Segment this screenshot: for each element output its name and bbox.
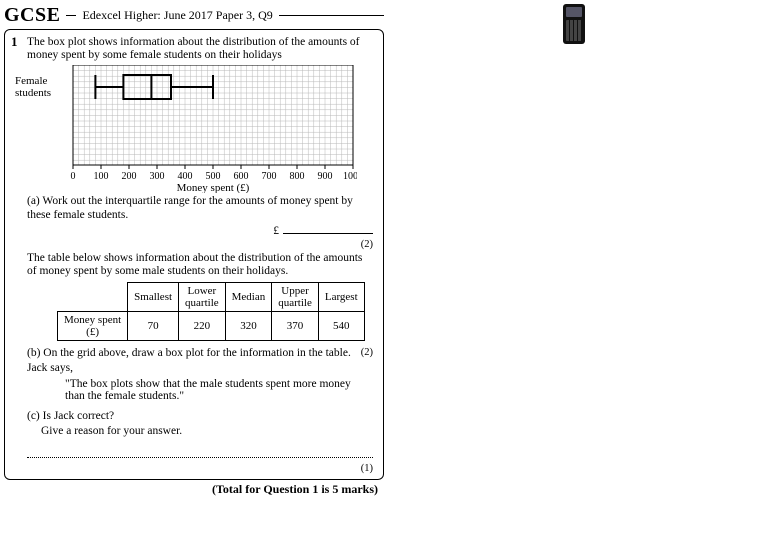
question-number: 1 [11, 34, 18, 50]
part-a-marks: (2) [361, 239, 373, 250]
svg-text:200: 200 [122, 171, 137, 182]
table-row-label: Money spent(£) [58, 312, 128, 341]
part-c-text: (c) Is Jack correct? [27, 410, 373, 423]
svg-text:0: 0 [71, 171, 76, 182]
svg-text:600: 600 [234, 171, 249, 182]
part-b-marks: (2) [361, 347, 373, 359]
gcse-badge: GCSE [4, 4, 60, 27]
table-cell: 70 [128, 312, 179, 341]
table-cell: 320 [225, 312, 272, 341]
header: GCSE Edexcel Higher: June 2017 Paper 3, … [4, 4, 384, 27]
data-table: SmallestLowerquartileMedianUpperquartile… [57, 282, 365, 341]
calculator-icon [563, 4, 585, 44]
svg-text:100: 100 [94, 171, 109, 182]
part-b-text: (b) On the grid above, draw a box plot f… [27, 347, 351, 359]
total-marks: (Total for Question 1 is 5 marks) [4, 482, 378, 497]
table-header: Upperquartile [272, 283, 319, 312]
exam-question: GCSE Edexcel Higher: June 2017 Paper 3, … [4, 4, 384, 497]
divider [66, 15, 76, 16]
divider [279, 15, 384, 16]
svg-text:400: 400 [178, 171, 193, 182]
svg-text:Money spent (£): Money spent (£) [177, 182, 250, 193]
svg-text:800: 800 [290, 171, 305, 182]
svg-text:500: 500 [206, 171, 221, 182]
part-c-text2: Give a reason for your answer. [41, 425, 373, 438]
table-header: Lowerquartile [179, 283, 226, 312]
table-header: Largest [318, 283, 364, 312]
answer-blank [283, 224, 373, 234]
part-c-marks: (1) [361, 463, 373, 474]
part-b-row: (b) On the grid above, draw a box plot f… [27, 347, 373, 360]
boxplot-chart: 0 100 200 300 400 500 600 700 800 900 1000 Money sp… [69, 65, 357, 193]
svg-text:900: 900 [318, 171, 333, 182]
question-box: 1 The box plot shows information about t… [4, 29, 384, 480]
table-header [58, 283, 128, 312]
jack-intro: Jack says, [27, 362, 373, 375]
svg-text:700: 700 [262, 171, 277, 182]
table-header: Smallest [128, 283, 179, 312]
boxplot-y-label: Female students [15, 65, 63, 99]
part-a-text: (a) Work out the interquartile range for… [27, 195, 373, 221]
table-header: Median [225, 283, 272, 312]
table-cell: 220 [179, 312, 226, 341]
paper-title: Edexcel Higher: June 2017 Paper 3, Q9 [82, 8, 272, 23]
question-intro: The box plot shows information about the… [27, 36, 373, 61]
unit-label: £ [273, 225, 279, 237]
boxplot-region: Female students 0 100 200 300 400 500 600 700 80… [15, 65, 373, 193]
jack-quote: "The box plots show that the male studen… [65, 378, 373, 402]
svg-text:300: 300 [150, 171, 165, 182]
answer-blank-line [27, 448, 373, 458]
part-a-answer: £ [27, 224, 373, 237]
table-cell: 540 [318, 312, 364, 341]
table-cell: 370 [272, 312, 319, 341]
svg-text:1000: 1000 [343, 171, 357, 182]
table-intro: The table below shows information about … [27, 252, 373, 278]
